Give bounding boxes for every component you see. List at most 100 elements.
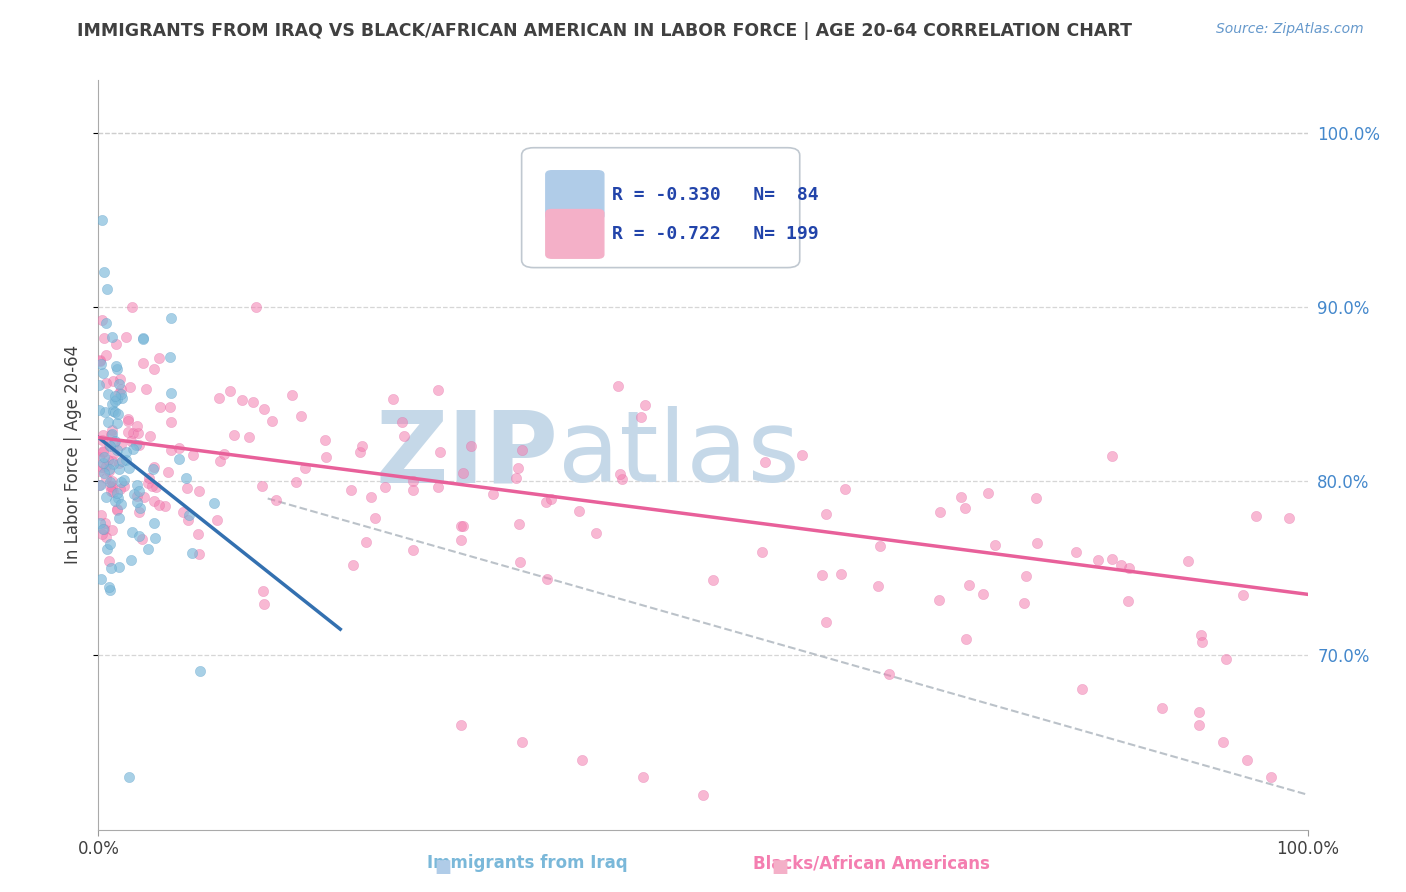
Point	[112, 474, 135, 488]
Point	[238, 430, 260, 444]
Point	[1014, 596, 1036, 610]
Point	[110, 438, 132, 452]
Point	[830, 567, 852, 582]
Point	[107, 511, 129, 525]
Point	[100, 523, 122, 537]
Point	[392, 429, 415, 443]
Point	[107, 407, 129, 421]
Point	[250, 478, 273, 492]
Point	[101, 475, 124, 489]
Point	[792, 448, 814, 462]
Point	[245, 300, 267, 314]
Point	[125, 438, 148, 452]
Point	[145, 532, 167, 546]
Point	[181, 448, 204, 462]
Point	[754, 455, 776, 469]
Point	[536, 494, 558, 508]
Point	[153, 500, 176, 514]
Point	[105, 359, 128, 373]
Point	[702, 573, 724, 587]
Point	[110, 382, 132, 396]
Point	[105, 443, 128, 458]
Point	[101, 427, 124, 442]
Text: ■: ■	[434, 858, 451, 876]
Point	[115, 330, 138, 344]
Point	[145, 480, 167, 494]
Point	[91, 522, 114, 536]
Point	[252, 583, 274, 598]
Point	[953, 501, 976, 516]
Point	[187, 484, 209, 499]
Point	[98, 554, 121, 568]
Point	[149, 400, 172, 414]
Point	[97, 453, 120, 467]
Point	[108, 376, 131, 391]
Point	[315, 450, 337, 464]
Point	[350, 440, 373, 454]
Point	[94, 316, 117, 330]
Point	[89, 478, 111, 492]
Point	[117, 425, 139, 439]
Point	[450, 519, 472, 533]
Point	[93, 450, 115, 464]
Text: Source: ZipAtlas.com: Source: ZipAtlas.com	[1216, 22, 1364, 37]
Point	[122, 442, 145, 456]
Point	[1015, 569, 1038, 583]
Point	[101, 454, 124, 468]
Point	[451, 519, 474, 533]
Point	[100, 428, 122, 442]
Point	[429, 444, 451, 458]
Point	[105, 485, 128, 500]
Point	[120, 553, 142, 567]
Point	[101, 403, 124, 417]
Point	[972, 587, 994, 601]
Point	[219, 384, 242, 398]
Point	[132, 332, 155, 346]
FancyBboxPatch shape	[546, 210, 603, 259]
Point	[100, 480, 122, 494]
Y-axis label: In Labor Force | Age 20-64: In Labor Force | Age 20-64	[65, 345, 83, 565]
Point	[450, 533, 472, 547]
Point	[93, 522, 115, 536]
Point	[1152, 700, 1174, 714]
Point	[108, 372, 131, 386]
Point	[160, 386, 183, 401]
Point	[426, 479, 449, 493]
Point	[342, 558, 364, 572]
Point	[131, 331, 153, 345]
Point	[104, 389, 127, 403]
Point	[97, 386, 120, 401]
Point	[142, 462, 165, 476]
Point	[90, 357, 112, 371]
Point	[606, 379, 628, 393]
Point	[142, 459, 165, 474]
Point	[928, 505, 950, 519]
Point	[101, 423, 124, 437]
Point	[104, 337, 127, 351]
Point	[1111, 558, 1133, 572]
Point	[128, 505, 150, 519]
Point	[100, 396, 122, 410]
Text: ■: ■	[772, 858, 789, 876]
Point	[955, 632, 977, 646]
Point	[90, 459, 112, 474]
Point	[610, 472, 633, 486]
Point	[692, 788, 714, 802]
Point	[110, 387, 132, 401]
Point	[110, 497, 132, 511]
Point	[949, 490, 972, 504]
Point	[450, 718, 472, 732]
Point	[89, 353, 111, 368]
Point	[172, 504, 194, 518]
Text: R = -0.330   N=  84: R = -0.330 N= 84	[613, 186, 818, 204]
Point	[117, 412, 139, 426]
Point	[202, 496, 225, 510]
Point	[402, 483, 425, 498]
Text: ZIP: ZIP	[375, 407, 558, 503]
Text: Immigrants from Iraq: Immigrants from Iraq	[427, 855, 627, 872]
Point	[101, 458, 124, 472]
FancyBboxPatch shape	[522, 148, 800, 268]
Point	[242, 394, 264, 409]
Point	[90, 572, 112, 586]
Point	[253, 597, 276, 611]
